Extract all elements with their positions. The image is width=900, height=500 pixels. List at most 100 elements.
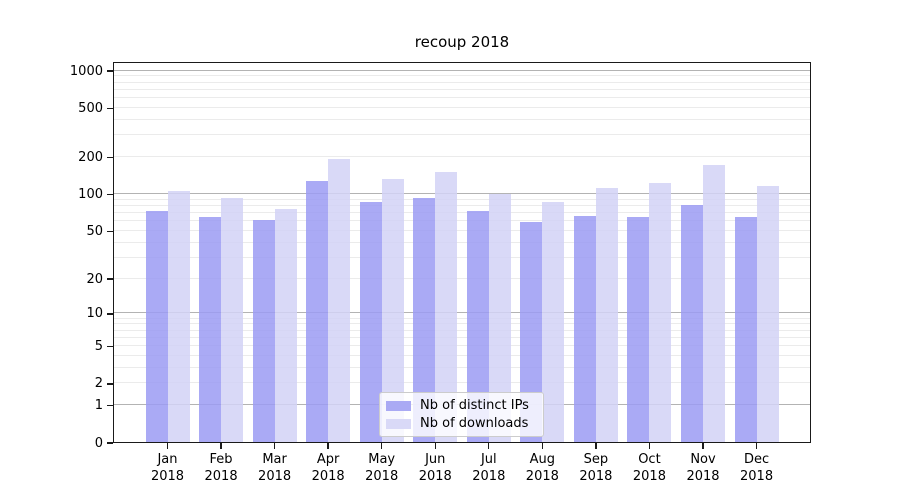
legend-swatch-downloads <box>386 418 411 429</box>
bar-distinct-ips-nov <box>681 204 703 442</box>
x-tick <box>327 443 329 449</box>
bar-distinct-ips-jun <box>413 197 436 442</box>
x-tick <box>220 443 222 449</box>
minor-gridline <box>114 277 810 279</box>
x-tick-label: Sep 2018 <box>579 452 613 484</box>
bar-distinct-ips-may <box>359 201 382 442</box>
bar-distinct-ips-apr <box>306 180 329 442</box>
minor-gridline <box>114 88 810 90</box>
minor-gridline <box>114 198 810 200</box>
x-tick-label: Apr 2018 <box>311 452 345 484</box>
major-gridline <box>114 69 810 71</box>
bar-downloads-aug <box>542 201 565 442</box>
x-tick-label: Jun 2018 <box>418 452 452 484</box>
minor-gridline <box>114 229 810 231</box>
minor-gridline <box>114 220 810 222</box>
bar-downloads-jul <box>488 193 511 442</box>
minor-gridline <box>114 118 810 120</box>
bar-distinct-ips-dec <box>734 217 757 442</box>
minor-gridline <box>114 81 810 83</box>
y-tick-label: 20 <box>86 271 103 287</box>
major-gridline <box>114 312 810 314</box>
x-tick <box>273 443 276 449</box>
x-tick <box>381 443 383 449</box>
legend-label: Nb of downloads <box>420 416 529 431</box>
x-tick <box>755 443 758 449</box>
x-tick <box>488 443 490 449</box>
minor-gridline <box>114 241 810 243</box>
y-tick <box>107 156 113 159</box>
x-tick-label: Jan 2018 <box>150 452 185 484</box>
bar-downloads-nov <box>703 164 725 442</box>
bar-downloads-jun <box>435 171 458 442</box>
bar-distinct-ips-mar <box>252 219 275 442</box>
x-tick-label: Oct 2018 <box>632 452 666 484</box>
bar-distinct-ips-aug <box>520 221 543 442</box>
x-tick-label: May 2018 <box>365 452 399 484</box>
x-tick-label: Mar 2018 <box>258 452 292 484</box>
minor-gridline <box>114 212 810 214</box>
bar-distinct-ips-feb <box>199 217 222 442</box>
bar-downloads-sep <box>595 187 618 442</box>
y-tick-label: 100 <box>78 187 103 203</box>
y-tick <box>107 404 113 407</box>
bar-downloads-oct <box>649 183 672 442</box>
minor-gridline <box>114 75 810 77</box>
y-tick-label: 200 <box>78 150 103 166</box>
x-tick <box>595 443 597 449</box>
bar-distinct-ips-jul <box>466 211 489 442</box>
plot-area <box>113 62 811 443</box>
y-tick <box>107 278 113 280</box>
minor-gridline <box>114 106 810 108</box>
bar-distinct-ips-oct <box>627 217 650 442</box>
minor-gridline <box>114 256 810 258</box>
y-tick-label: 5 <box>94 339 103 355</box>
x-tick <box>702 443 704 449</box>
minor-gridline <box>114 323 810 325</box>
x-tick-label: Nov 2018 <box>686 452 720 484</box>
x-tick <box>648 443 651 449</box>
x-tick <box>166 443 169 449</box>
minor-gridline <box>114 336 810 338</box>
y-tick-label: 500 <box>78 100 103 116</box>
minor-gridline <box>114 134 810 136</box>
bar-distinct-ips-sep <box>573 215 596 442</box>
x-tick <box>541 443 544 449</box>
x-tick-label: Jul 2018 <box>472 452 506 484</box>
y-tick-label: 0 <box>94 435 103 451</box>
y-tick-label: 1000 <box>69 63 103 79</box>
legend-swatch-distinct-ips <box>386 400 411 411</box>
x-tick <box>434 443 436 449</box>
y-tick <box>107 193 113 196</box>
minor-gridline <box>114 97 810 99</box>
bar-downloads-mar <box>274 208 297 442</box>
legend: Nb of distinct IPs Nb of downloads <box>379 392 544 437</box>
y-tick-label: 50 <box>86 223 103 239</box>
minor-gridline <box>114 329 810 331</box>
x-tick-label: Dec 2018 <box>740 452 774 484</box>
minor-gridline <box>114 317 810 319</box>
chart-title: recoup 2018 <box>414 33 510 51</box>
minor-gridline <box>114 205 810 206</box>
y-tick-label: 1 <box>94 398 103 414</box>
legend-item-downloads: Nb of downloads <box>386 416 537 431</box>
bar-downloads-dec <box>756 185 779 442</box>
minor-gridline <box>114 156 810 158</box>
bar-downloads-feb <box>221 198 244 442</box>
bar-downloads-may <box>381 179 404 442</box>
bar-downloads-apr <box>328 158 351 442</box>
minor-gridline <box>114 354 810 356</box>
y-tick <box>107 313 113 315</box>
y-tick <box>107 442 113 444</box>
legend-item-distinct-ips: Nb of distinct IPs <box>386 398 537 413</box>
minor-gridline <box>114 382 810 384</box>
major-gridline <box>114 193 810 195</box>
bar-distinct-ips-jan <box>145 211 168 442</box>
legend-label: Nb of distinct IPs <box>420 398 529 413</box>
y-tick <box>107 107 113 110</box>
x-tick-label: Aug 2018 <box>525 452 559 484</box>
y-tick <box>107 345 113 348</box>
y-tick <box>107 230 113 233</box>
y-tick-label: 10 <box>86 306 103 322</box>
